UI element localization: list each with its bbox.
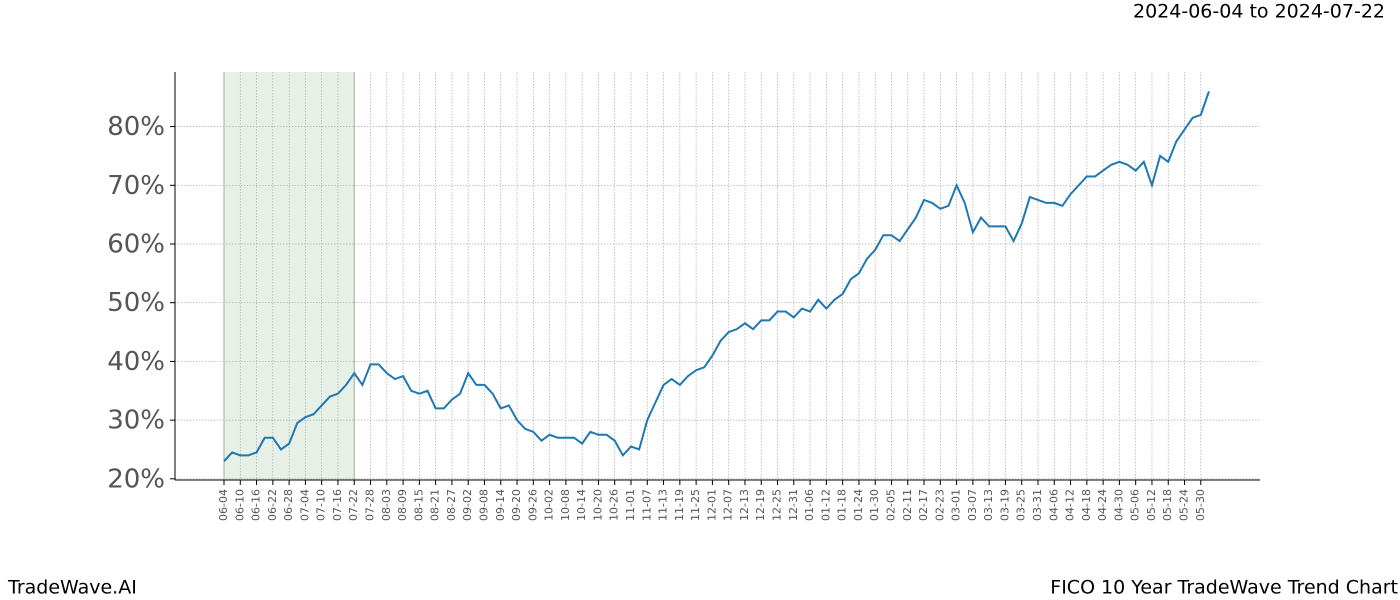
x-tick-label: 08-03 [380, 489, 393, 521]
x-tick-label: 04-12 [1064, 489, 1077, 521]
x-tick-label: 05-30 [1194, 489, 1207, 521]
x-tick-label: 05-24 [1178, 489, 1191, 521]
x-tick-label: 11-01 [624, 489, 637, 521]
x-tick-label: 04-18 [1080, 489, 1093, 521]
x-tick-label: 01-12 [819, 489, 832, 521]
x-tick-label: 05-06 [1129, 489, 1142, 521]
x-tick-label: 06-28 [282, 489, 295, 521]
x-tick-label: 01-18 [836, 489, 849, 521]
x-tick-label: 02-17 [917, 489, 930, 521]
x-tick-label: 02-23 [933, 489, 946, 521]
x-tick-label: 03-13 [982, 489, 995, 521]
x-tick-label: 10-20 [591, 489, 604, 521]
trend-line [223, 91, 1210, 462]
x-tick-label: 10-26 [608, 489, 621, 521]
x-tick-label: 12-31 [787, 489, 800, 521]
x-tick-label: 11-25 [689, 489, 702, 521]
x-tick-label: 07-16 [331, 489, 344, 521]
x-tick-label: 07-04 [298, 489, 311, 521]
x-tick-label: 11-07 [640, 489, 653, 521]
x-tick-label: 08-27 [445, 489, 458, 521]
x-tick-label: 01-06 [803, 489, 816, 521]
x-tick-label: 05-18 [1161, 489, 1174, 521]
x-tick-label: 04-06 [1047, 489, 1060, 521]
x-tick-label: 03-31 [1031, 489, 1044, 521]
x-tick-label: 09-26 [526, 489, 539, 521]
y-tick-label: 60% [107, 230, 165, 260]
x-tick-label: 09-20 [510, 489, 523, 521]
x-tick-label: 06-22 [266, 489, 279, 521]
x-tick-label: 12-19 [754, 489, 767, 521]
x-tick-label: 03-25 [1015, 489, 1028, 521]
x-tick-label: 09-14 [494, 489, 507, 521]
y-tick-label: 30% [107, 406, 165, 436]
x-tick-label: 05-12 [1145, 489, 1158, 521]
footer-right: FICO 10 Year TradeWave Trend Chart [1050, 577, 1398, 599]
y-tick-label: 40% [107, 347, 165, 377]
footer-left: TradeWave.AI [7, 577, 137, 599]
x-tick-label: 07-22 [347, 489, 360, 521]
x-tick-label: 10-08 [559, 489, 572, 521]
x-tick-label: 02-11 [901, 489, 914, 521]
subtitle: 2024-06-04 to 2024-07-22 [1133, 1, 1385, 23]
x-tick-label: 12-13 [738, 489, 751, 521]
x-tick-label: 08-09 [396, 489, 409, 521]
y-tick-label: 70% [107, 171, 165, 201]
x-tick-label: 12-01 [705, 489, 718, 521]
x-tick-label: 09-02 [461, 489, 474, 521]
x-tick-label: 08-15 [412, 489, 425, 521]
x-tick-label: 04-24 [1096, 489, 1109, 521]
x-tick-label: 11-19 [673, 489, 686, 521]
x-tick-label: 10-14 [575, 489, 588, 521]
y-tick-label: 50% [107, 288, 165, 318]
x-tick-label: 08-21 [429, 489, 442, 521]
x-tick-label: 07-28 [364, 489, 377, 521]
x-tick-label: 01-24 [852, 489, 865, 521]
x-tick-label: 09-08 [477, 489, 490, 521]
x-tick-label: 11-13 [657, 489, 670, 521]
x-tick-label: 06-16 [250, 489, 263, 521]
x-tick-label: 12-25 [771, 489, 784, 521]
y-tick-label: 80% [107, 112, 165, 142]
x-tick-label: 02-05 [884, 489, 897, 521]
x-tick-label: 12-07 [722, 489, 735, 521]
x-tick-label: 07-10 [315, 489, 328, 521]
x-tick-label: 10-02 [543, 489, 556, 521]
x-tick-label: 03-07 [966, 489, 979, 521]
x-tick-label: 06-10 [233, 489, 246, 521]
x-tick-label: 01-30 [868, 489, 881, 521]
x-tick-label: 04-30 [1112, 489, 1125, 521]
x-tick-label: 03-01 [950, 489, 963, 521]
x-tick-label: 06-04 [217, 489, 230, 521]
y-tick-label: 20% [107, 464, 165, 494]
x-tick-label: 03-19 [998, 489, 1011, 521]
